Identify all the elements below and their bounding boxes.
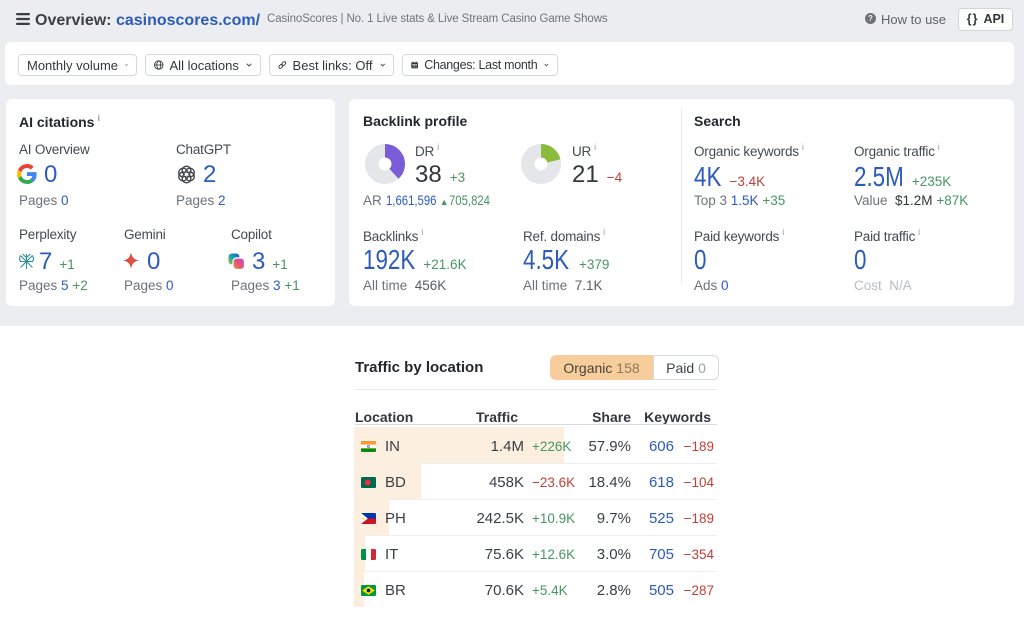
svg-text:?: ? (868, 14, 873, 23)
